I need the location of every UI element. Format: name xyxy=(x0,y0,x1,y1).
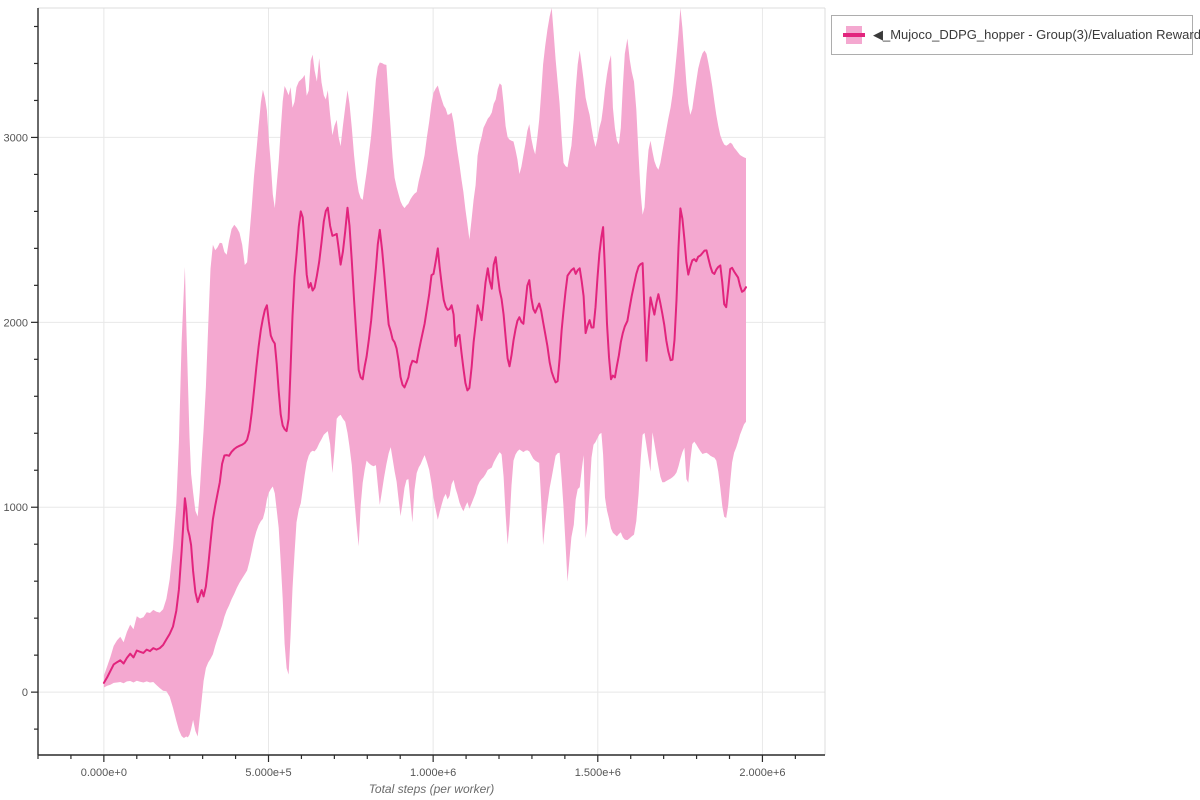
legend-swatch-icon xyxy=(843,26,865,44)
legend-label: ◀_Mujoco_DDPG_hopper - Group(3)/Evaluati… xyxy=(873,27,1200,42)
confidence-band xyxy=(103,8,746,738)
x-tick-label: 1.000e+6 xyxy=(410,767,456,779)
y-tick-label: 0 xyxy=(22,687,28,699)
legend[interactable]: ◀_Mujoco_DDPG_hopper - Group(3)/Evaluati… xyxy=(831,15,1200,55)
reward-line xyxy=(102,206,747,684)
x-tick-label: 2.000e+6 xyxy=(739,767,785,779)
legend-line-swatch xyxy=(843,33,865,37)
x-tick-label: 5.000e+5 xyxy=(245,767,291,779)
x-tick-label: 1.500e+6 xyxy=(575,767,621,779)
x-tick-label: 0.000e+0 xyxy=(81,767,127,779)
x-axis-title: Total steps (per worker) xyxy=(368,782,495,796)
y-tick-label: 2000 xyxy=(4,317,28,329)
y-tick-label: 3000 xyxy=(4,132,28,144)
y-tick-label: 1000 xyxy=(4,502,28,514)
